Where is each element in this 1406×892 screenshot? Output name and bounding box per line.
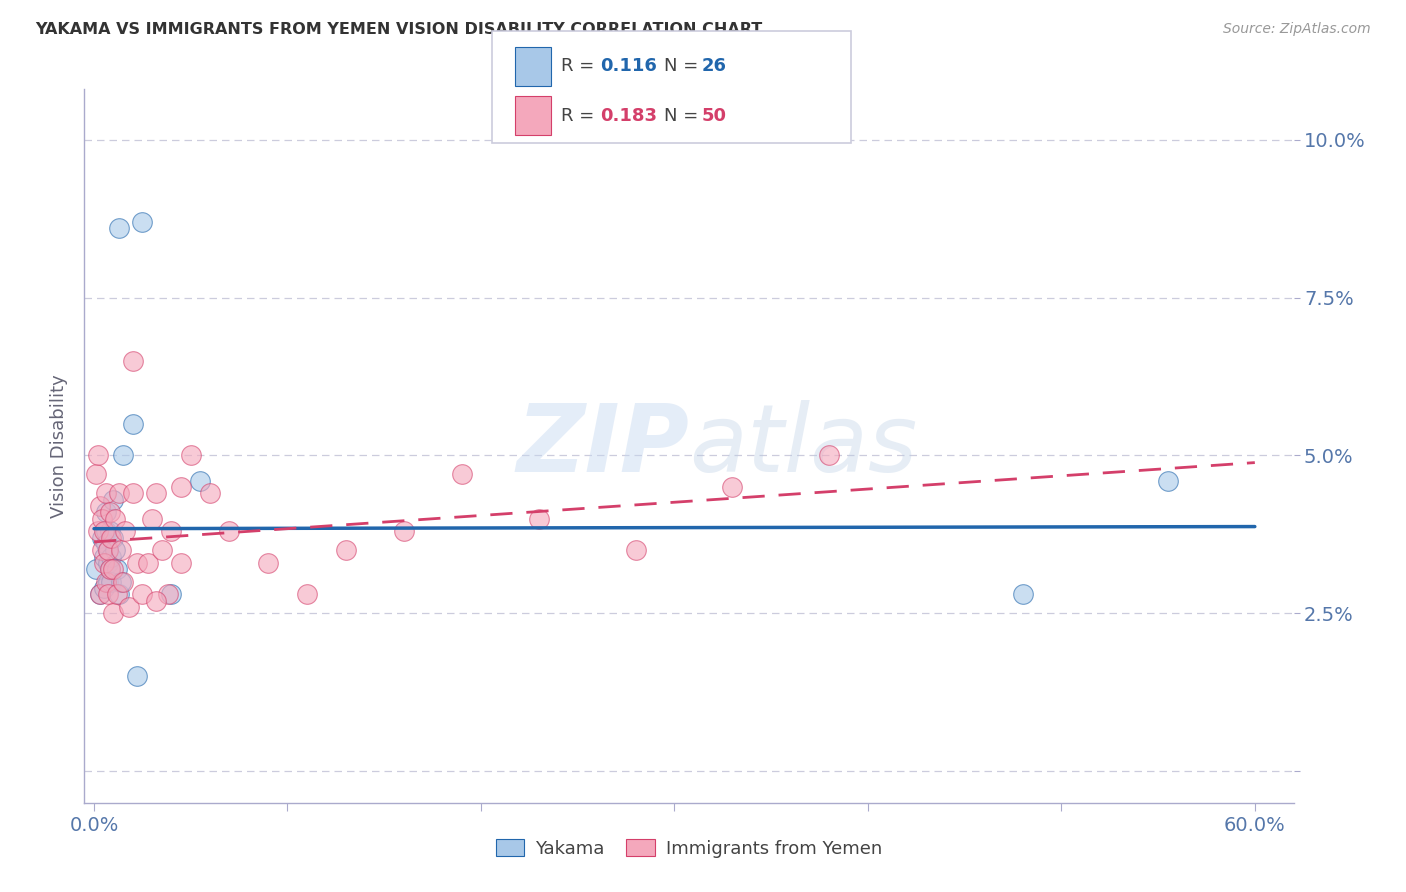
Point: [104, 543, 127, 558]
Text: R =: R =: [561, 107, 600, 125]
Point: [121, 486, 143, 500]
Point: [136, 556, 159, 570]
Point: [87, 524, 110, 539]
Point: [527, 511, 550, 525]
Point: [105, 562, 128, 576]
Point: [100, 574, 122, 589]
Point: [141, 511, 163, 525]
Point: [450, 467, 472, 482]
Point: [392, 524, 415, 539]
Point: [84, 467, 107, 482]
Point: [160, 524, 183, 539]
Point: [121, 353, 143, 368]
Point: [721, 480, 744, 494]
Point: [180, 449, 202, 463]
Point: [94, 524, 117, 539]
Point: [89, 587, 111, 601]
Point: [98, 562, 121, 576]
Point: [108, 486, 131, 500]
Point: [97, 587, 120, 601]
Point: [94, 486, 117, 500]
Point: [131, 215, 153, 229]
Point: [98, 505, 121, 519]
Point: [145, 486, 167, 500]
Point: [87, 449, 110, 463]
Point: [295, 587, 318, 601]
Point: [98, 562, 121, 576]
Point: [97, 543, 120, 558]
Text: ZIP: ZIP: [516, 400, 689, 492]
Text: 0.183: 0.183: [600, 107, 658, 125]
Text: 0.116: 0.116: [600, 57, 657, 76]
Point: [335, 543, 357, 558]
Point: [112, 574, 135, 589]
Point: [94, 505, 117, 519]
Point: [100, 531, 122, 545]
Point: [624, 543, 647, 558]
Point: [97, 556, 120, 570]
Point: [103, 562, 125, 576]
Point: [156, 587, 179, 601]
Point: [257, 556, 280, 570]
Point: [121, 417, 143, 431]
Text: R =: R =: [561, 57, 600, 76]
Point: [103, 531, 125, 545]
Text: N =: N =: [664, 57, 703, 76]
Point: [94, 574, 117, 589]
Point: [131, 587, 153, 601]
Text: atlas: atlas: [689, 401, 917, 491]
Point: [1011, 587, 1033, 601]
Point: [125, 669, 148, 683]
Point: [190, 474, 212, 488]
Point: [97, 543, 120, 558]
Point: [93, 549, 115, 564]
Point: [97, 574, 120, 589]
Point: [218, 524, 240, 539]
Point: [160, 587, 183, 601]
Point: [94, 537, 117, 551]
Point: [105, 587, 128, 601]
Text: 26: 26: [702, 57, 727, 76]
Point: [170, 556, 193, 570]
Point: [114, 524, 136, 539]
Point: [84, 562, 107, 576]
Point: [104, 511, 127, 525]
Point: [103, 607, 125, 621]
Point: [100, 549, 122, 564]
Point: [125, 556, 148, 570]
Y-axis label: Vision Disability: Vision Disability: [49, 374, 67, 518]
Point: [98, 524, 121, 539]
Point: [145, 593, 167, 607]
Point: [93, 581, 115, 595]
Point: [90, 511, 112, 525]
Point: [108, 587, 131, 601]
Point: [198, 486, 221, 500]
Point: [118, 600, 141, 615]
Point: [93, 556, 115, 570]
Point: [112, 449, 135, 463]
Point: [108, 221, 131, 235]
Text: YAKAMA VS IMMIGRANTS FROM YEMEN VISION DISABILITY CORRELATION CHART: YAKAMA VS IMMIGRANTS FROM YEMEN VISION D…: [35, 22, 762, 37]
Point: [90, 531, 112, 545]
Text: N =: N =: [664, 107, 703, 125]
Point: [89, 499, 111, 513]
Text: 50: 50: [702, 107, 727, 125]
Point: [93, 524, 115, 539]
Point: [90, 543, 112, 558]
Text: Source: ZipAtlas.com: Source: ZipAtlas.com: [1223, 22, 1371, 37]
Point: [103, 492, 125, 507]
Point: [110, 543, 132, 558]
Point: [1157, 474, 1180, 488]
Point: [170, 480, 193, 494]
Point: [150, 543, 173, 558]
Point: [110, 574, 132, 589]
Point: [89, 587, 111, 601]
Point: [818, 449, 841, 463]
Legend: Yakama, Immigrants from Yemen: Yakama, Immigrants from Yemen: [488, 832, 890, 865]
